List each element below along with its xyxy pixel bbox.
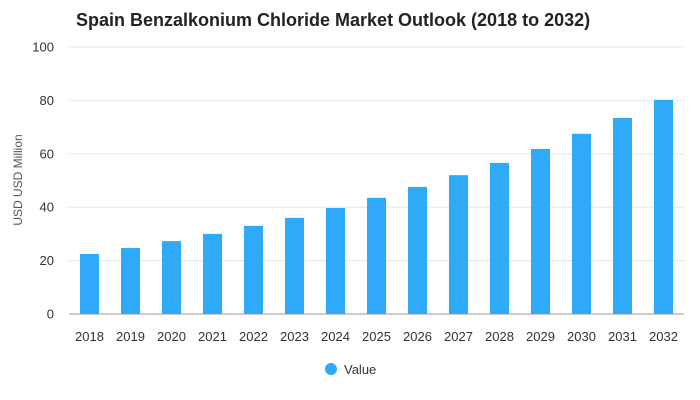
bar-2028[interactable]: [490, 162, 509, 314]
bar-2018[interactable]: [80, 253, 99, 314]
bar-2027[interactable]: [449, 175, 468, 314]
legend-marker-value: [325, 363, 337, 375]
bar-2029[interactable]: [531, 148, 550, 314]
x-tick-label: 2029: [526, 329, 555, 344]
x-tick-label: 2022: [239, 329, 268, 344]
y-tick-label: 40: [40, 200, 54, 215]
x-axis-ticks: 2018 2019 2020 2021 2022 2023 2024 2025 2026 2027…: [75, 329, 678, 344]
x-tick-label: 2024: [321, 329, 350, 344]
bar-2025[interactable]: [367, 197, 386, 314]
bar-2032[interactable]: [654, 99, 673, 314]
y-axis-label: USD USD Million: [11, 134, 25, 225]
x-tick-label: 2030: [567, 329, 596, 344]
x-tick-label: 2018: [75, 329, 104, 344]
y-tick-label: 0: [47, 307, 54, 322]
x-tick-label: 2027: [444, 329, 473, 344]
bar-2021[interactable]: [203, 233, 222, 314]
bar-2030[interactable]: [572, 133, 591, 314]
y-tick-label: 100: [32, 40, 54, 55]
y-tick-label: 20: [40, 253, 54, 268]
y-tick-label: 80: [40, 93, 54, 108]
x-tick-label: 2031: [608, 329, 637, 344]
bar-2024[interactable]: [326, 208, 345, 314]
x-tick-label: 2019: [116, 329, 145, 344]
y-axis-ticks: 0 20 40 60 80 100: [32, 40, 54, 322]
y-tick-label: 60: [40, 146, 54, 161]
x-tick-label: 2020: [157, 329, 186, 344]
legend[interactable]: Value: [325, 362, 376, 377]
x-tick-label: 2026: [403, 329, 432, 344]
legend-label-value: Value: [344, 362, 376, 377]
bar-2022[interactable]: [244, 225, 263, 314]
bar-2020[interactable]: [162, 241, 181, 314]
bar-2031[interactable]: [613, 118, 632, 314]
chart-title: Spain Benzalkonium Chloride Market Outlo…: [76, 10, 590, 30]
bar-2023[interactable]: [285, 217, 304, 314]
bars: [80, 99, 673, 314]
bar-2026[interactable]: [408, 186, 427, 314]
x-tick-label: 2021: [198, 329, 227, 344]
x-tick-label: 2028: [485, 329, 514, 344]
x-tick-label: 2032: [649, 329, 678, 344]
x-tick-label: 2025: [362, 329, 391, 344]
x-tick-label: 2023: [280, 329, 309, 344]
bar-2019[interactable]: [121, 248, 140, 314]
